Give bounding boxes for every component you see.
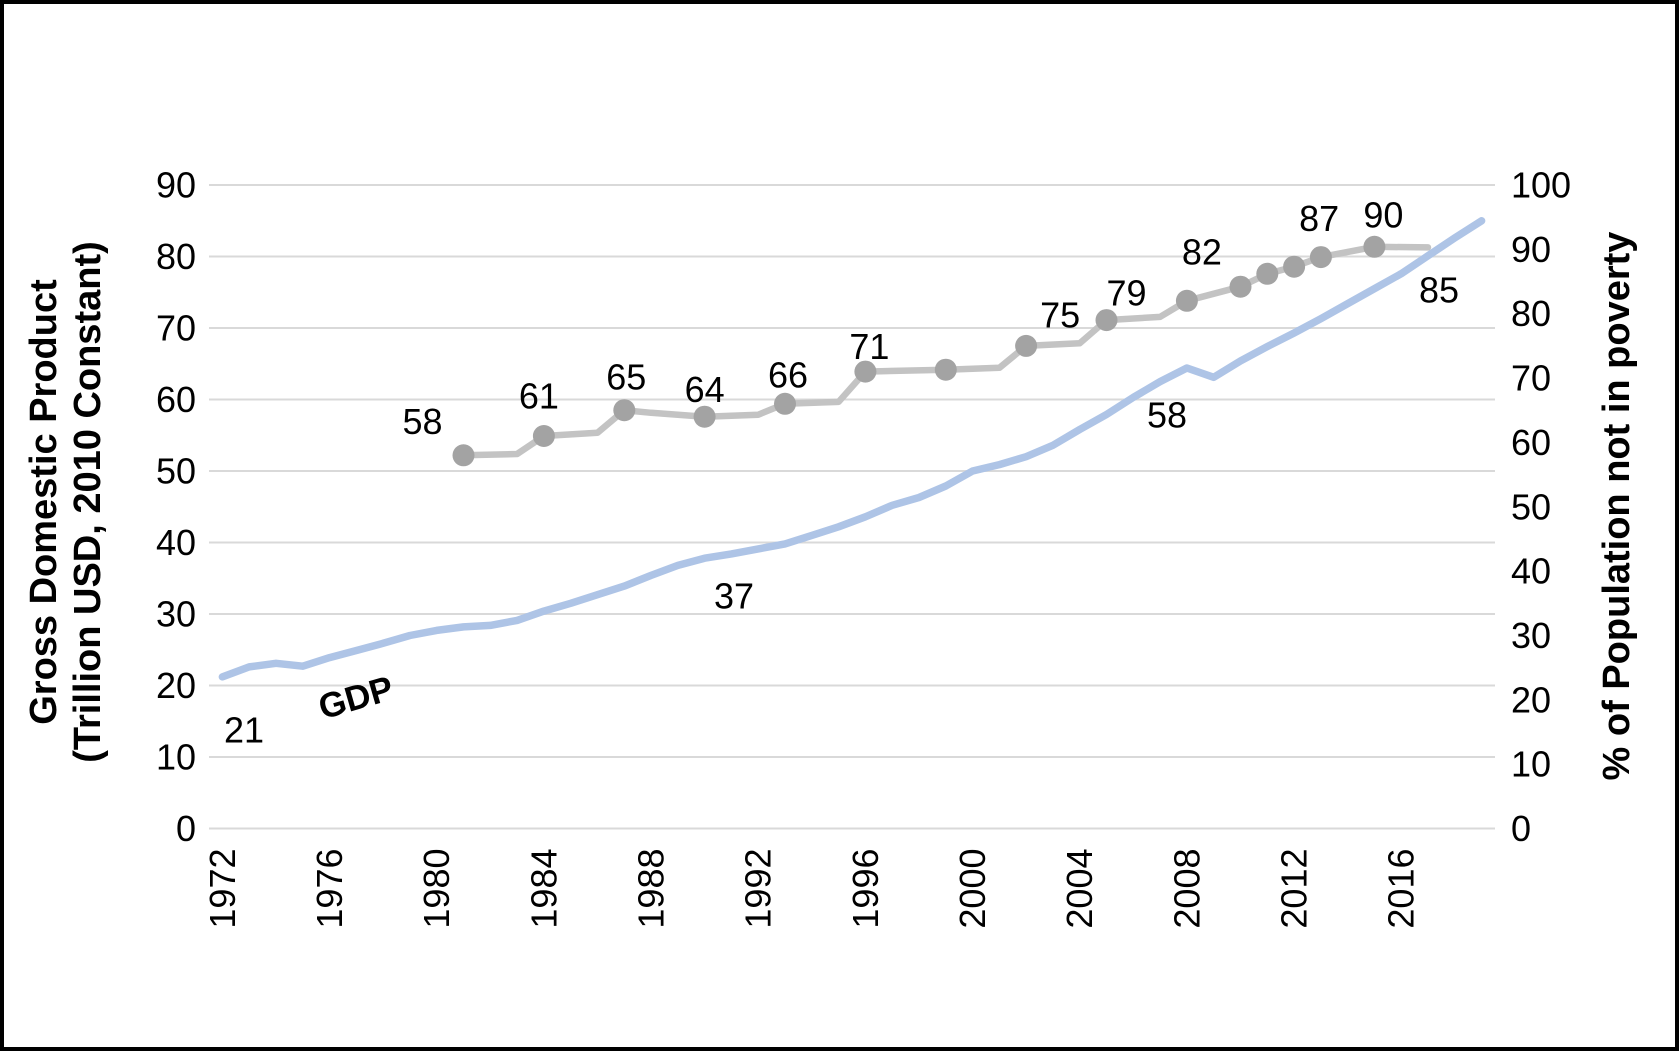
- right-axis-tick-label: 30: [1511, 615, 1551, 656]
- dual-axis-line-chart: 0 10 20 30 40 50 60 70 80 90 0 10 20 30 40 50 60 70 80 90 10…: [23, 165, 1638, 929]
- poverty-marker: [1229, 275, 1252, 298]
- left-axis-tick-label: 60: [156, 379, 196, 420]
- right-axis-tick-label: 50: [1511, 486, 1551, 527]
- poverty-marker: [693, 405, 716, 428]
- poverty-marker: [1283, 255, 1306, 278]
- poverty-data-label: 66: [768, 354, 808, 395]
- poverty-marker: [1175, 289, 1198, 312]
- poverty-data-label: 61: [519, 376, 559, 417]
- poverty-markers: [452, 235, 1386, 467]
- poverty-data-label: 58: [402, 401, 442, 442]
- x-axis-tick-label: 2008: [1166, 849, 1207, 929]
- left-axis-title-line2: (Trillion USD, 2010 Constant): [67, 241, 109, 763]
- left-axis-tick-label: 90: [156, 165, 196, 206]
- right-axis-tick-label: 100: [1511, 165, 1571, 206]
- poverty-marker: [532, 425, 555, 447]
- gridlines: [209, 184, 1495, 830]
- right-axis-tick-label: 0: [1511, 808, 1531, 849]
- poverty-data-label: 71: [849, 326, 889, 367]
- right-axis-tick-label: 10: [1511, 744, 1551, 785]
- x-axis-tick-label: 1984: [523, 849, 564, 929]
- x-axis-tick-label: 2016: [1381, 849, 1422, 929]
- x-axis-tick-label: 2000: [952, 849, 993, 929]
- left-axis-tick-label: 20: [156, 665, 196, 706]
- poverty-data-label: 90: [1363, 194, 1403, 235]
- poverty-marker: [854, 360, 877, 383]
- poverty-data-label: 65: [606, 357, 646, 398]
- right-axis-tick-label: 40: [1511, 551, 1551, 592]
- left-axis-tick-label: 80: [156, 236, 196, 277]
- poverty-data-label: 87: [1299, 198, 1339, 239]
- right-axis-tick-labels: 0 10 20 30 40 50 60 70 80 90 100: [1511, 165, 1571, 850]
- poverty-marker: [452, 444, 475, 467]
- x-axis-tick-label: 1972: [202, 849, 243, 929]
- x-axis-tick-label: 1976: [309, 849, 350, 929]
- poverty-marker: [774, 392, 796, 415]
- x-axis-tick-label: 1988: [631, 849, 672, 929]
- right-axis-title: % of Population not in poverty: [1596, 232, 1638, 781]
- gdp-value-annotation: 58: [1147, 395, 1187, 436]
- poverty-data-label: 82: [1182, 231, 1222, 272]
- left-axis-tick-label: 50: [156, 451, 196, 492]
- poverty-marker: [1256, 262, 1279, 285]
- left-axis-title-line1: Gross Domestic Product: [23, 279, 65, 725]
- poverty-marker: [1363, 235, 1386, 258]
- gdp-value-annotation: 85: [1419, 270, 1459, 311]
- left-axis-tick-label: 70: [156, 308, 196, 349]
- x-axis-tick-label: 1996: [845, 849, 886, 929]
- x-axis-tick-label: 1992: [738, 849, 779, 929]
- x-axis-tick-label: 1980: [416, 849, 457, 929]
- poverty-marker: [613, 399, 636, 422]
- x-axis-tick-label: 2004: [1059, 849, 1100, 929]
- x-axis-tick-label: 2012: [1274, 849, 1315, 929]
- left-axis-tick-label: 40: [156, 522, 196, 563]
- right-axis-tick-label: 70: [1511, 358, 1551, 399]
- gdp-line: [218, 217, 1486, 681]
- right-axis-tick-label: 20: [1511, 679, 1551, 720]
- poverty-data-label: 79: [1106, 273, 1146, 314]
- gdp-value-annotation: 21: [224, 710, 264, 751]
- axis-titles: Gross Domestic Product (Trillion USD, 201…: [23, 232, 1638, 781]
- poverty-marker: [1095, 309, 1118, 332]
- poverty-data-label: 64: [685, 369, 725, 410]
- poverty-marker: [934, 358, 957, 381]
- left-axis-tick-label: 10: [156, 737, 196, 778]
- right-axis-tick-label: 90: [1511, 229, 1551, 270]
- x-axis-tick-labels: 1972 1976 1980 1984 1988 1992 1996 2000 2004 2008…: [202, 849, 1422, 929]
- left-axis-tick-labels: 0 10 20 30 40 50 60 70 80 90: [156, 165, 196, 850]
- poverty-data-label: 75: [1040, 294, 1080, 335]
- poverty-marker: [1015, 334, 1038, 357]
- gdp-series-label: GDP: [314, 669, 398, 727]
- right-axis-tick-label: 80: [1511, 293, 1551, 334]
- right-axis-tick-label: 60: [1511, 422, 1551, 463]
- gdp-value-annotation: 37: [714, 576, 754, 617]
- poverty-data-labels: 58 61 65 64 66 71 75 79 82 87 90: [402, 194, 1403, 441]
- left-axis-tick-label: 0: [176, 808, 196, 849]
- left-axis-tick-label: 30: [156, 594, 196, 635]
- poverty-marker: [1309, 246, 1332, 269]
- poverty-line: [460, 243, 1432, 459]
